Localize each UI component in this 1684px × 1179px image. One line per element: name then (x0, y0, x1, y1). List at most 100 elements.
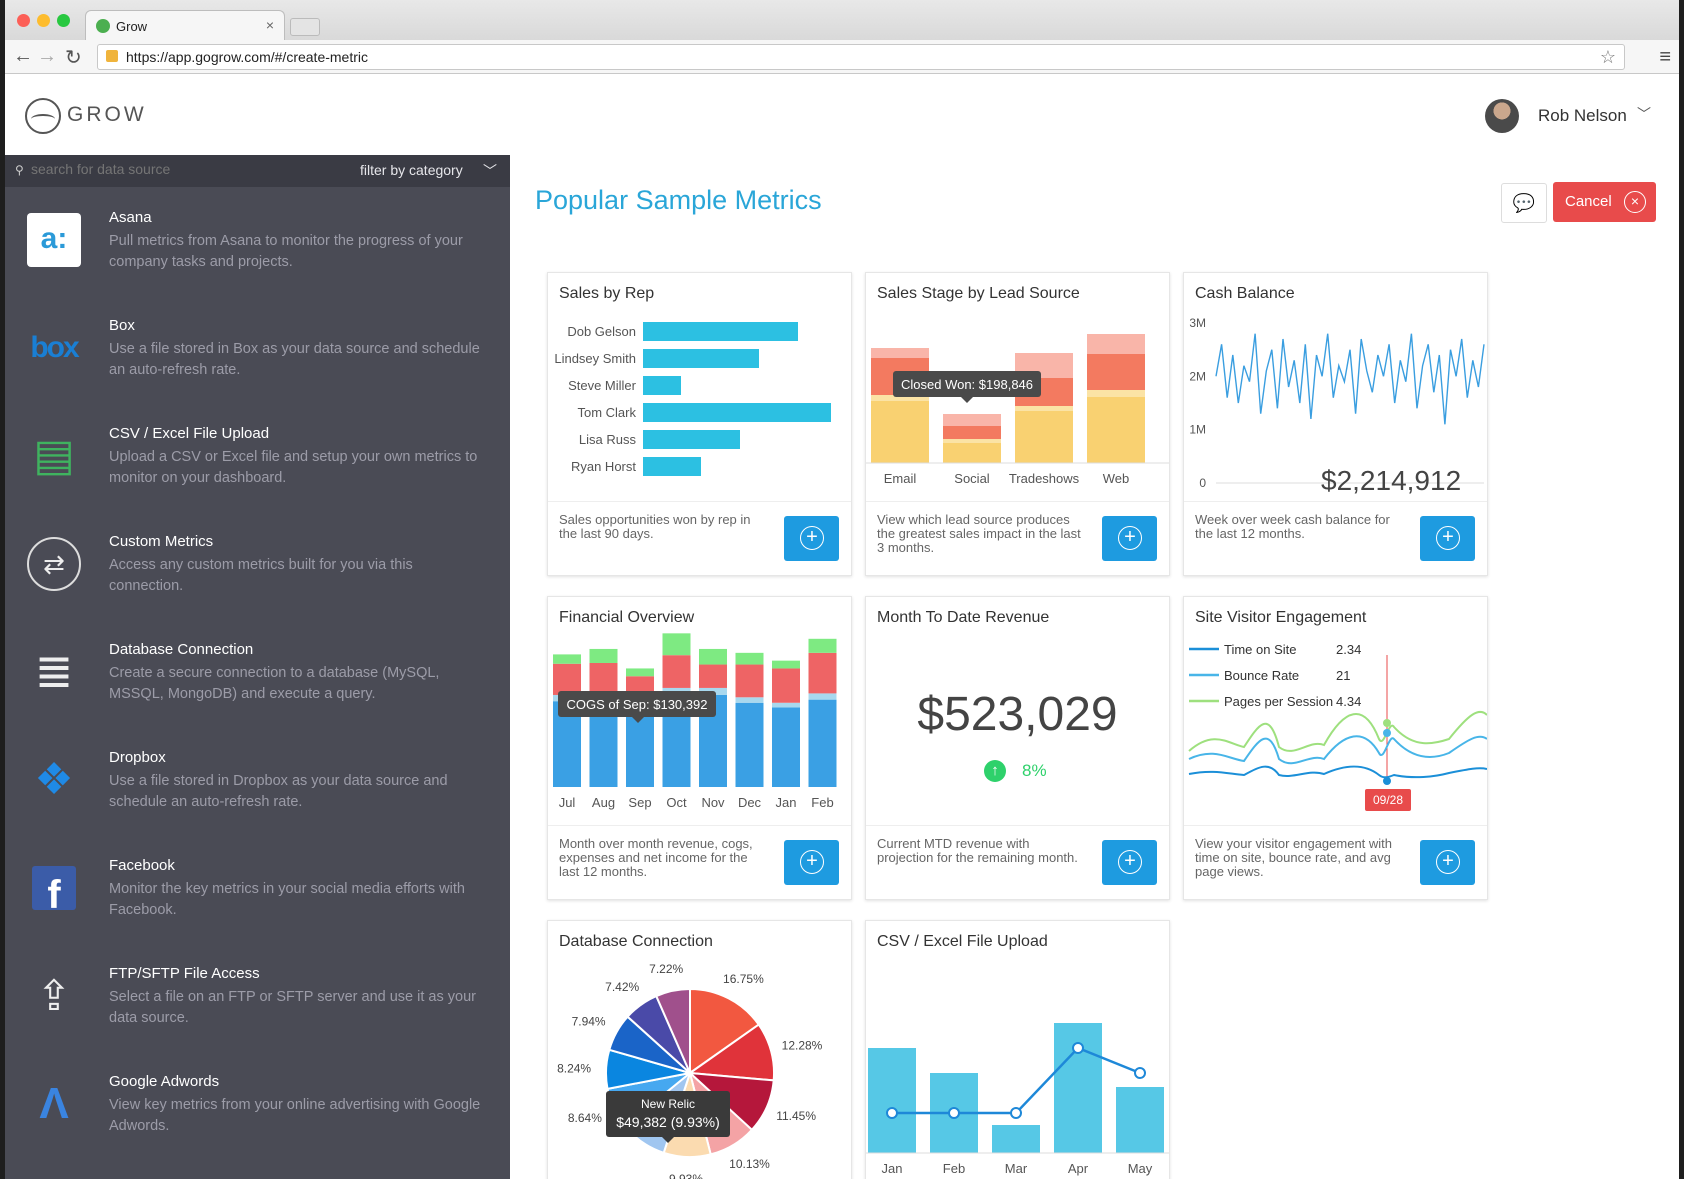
source-item[interactable]: box Box Use a file stored in Box as your d… (5, 295, 510, 403)
metric-card-database[interactable]: Database Connection 16.75% 12.28% 11.45% 10… (547, 920, 852, 1179)
card-divider (866, 501, 1169, 502)
filter-by-category-dropdown[interactable]: filter by category (360, 162, 463, 178)
legend-label: Bounce Rate (1224, 668, 1299, 683)
x-tick-label: Oct (666, 795, 687, 810)
source-item[interactable]: a: Asana Pull metrics from Asana to monito… (5, 187, 510, 295)
y-tick-label: 1M (1189, 423, 1206, 437)
logo-text[interactable]: GROW (67, 103, 147, 126)
search-icon: ⚲ (15, 163, 24, 177)
user-name[interactable]: Rob Nelson (1538, 106, 1627, 125)
source-item[interactable]: ⇪ FTP/SFTP File Access Select a file on an… (5, 943, 510, 1051)
stack-segment (662, 655, 691, 688)
card-title: Database Connection (559, 933, 713, 950)
cash-balance-chart: 0 1M 2M 3M (1189, 316, 1485, 490)
source-item[interactable]: ❖ Dropbox Use a file stored in Dropbox as … (5, 727, 510, 835)
metric-card-sales-by-rep[interactable]: Sales by Rep Dob Gelson Lindsey Smith Stev… (547, 272, 852, 576)
stack-segment (735, 664, 764, 698)
pie-label: 12.28% (782, 1039, 823, 1053)
metric-card-financial-overview[interactable]: Financial Overview Jul Aug Sep Oct Nov Dec Jan… (547, 596, 852, 900)
stack-segment (772, 707, 800, 787)
card-divider (1184, 501, 1487, 502)
stack-segment (699, 648, 727, 665)
source-name: Custom Metrics (109, 533, 214, 550)
grow-logo-icon[interactable] (25, 98, 61, 134)
x-tick-label: Jan (776, 795, 797, 810)
user-menu-chevron-icon[interactable]: ﹀ (1637, 106, 1651, 122)
pie-label: 16.75% (723, 972, 764, 986)
source-name: Asana (109, 209, 152, 226)
search-input[interactable] (31, 161, 331, 177)
add-metric-button[interactable]: + (1420, 840, 1475, 885)
y-tick-label: 0 (1199, 476, 1206, 490)
source-name: Database Connection (109, 641, 254, 658)
metric-card-sales-stage[interactable]: Sales Stage by Lead Source Email Social Tr… (865, 272, 1170, 576)
stack-segment (1015, 411, 1073, 463)
add-metric-button[interactable]: + (1102, 840, 1157, 885)
zoom-window-button[interactable] (57, 14, 70, 27)
time-on-site-line (1188, 765, 1487, 779)
browser-tabstrip: Grow × (5, 0, 1679, 40)
browser-tab[interactable]: Grow × (85, 10, 285, 40)
stack-segment (943, 439, 1001, 443)
add-metric-button[interactable]: + (784, 516, 839, 561)
card-description: Sales opportunities won by rep in the la… (559, 512, 751, 541)
bookmark-star-icon[interactable]: ☆ (1599, 47, 1616, 67)
card-title: Cash Balance (1195, 285, 1295, 302)
stack-segment (1015, 406, 1073, 411)
source-item[interactable]: Λ Google Adwords View key metrics from you… (5, 1051, 510, 1159)
lock-icon (106, 50, 118, 62)
stack-segment (626, 668, 654, 677)
close-tab-icon[interactable]: × (265, 17, 274, 33)
chat-button[interactable]: 💬 (1501, 183, 1547, 223)
stack-segment (871, 348, 929, 358)
metric-card-csv-upload[interactable]: CSV / Excel File Upload Jan Feb Mar Apr May (865, 920, 1170, 1179)
source-item[interactable]: ▤ CSV / Excel File Upload Upload a CSV or … (5, 403, 510, 511)
back-icon[interactable]: ← (13, 45, 33, 67)
source-description: Use a file stored in Box as your data so… (109, 341, 480, 378)
source-description: Create a secure connection to a database… (109, 665, 440, 702)
source-name: Google Adwords (109, 1073, 220, 1090)
url-text: https://app.gogrow.com/#/create-metric (126, 49, 368, 65)
metric-card-cash-balance[interactable]: Cash Balance 0 1M 2M 3M $2,214,912 Week ove… (1183, 272, 1488, 576)
x-tick-label: Jan (882, 1161, 903, 1176)
card-description: View which lead source produces the grea… (877, 512, 1081, 555)
bar (1116, 1087, 1164, 1153)
minimize-window-button[interactable] (37, 14, 50, 27)
trend-point (886, 1107, 898, 1119)
new-tab-button[interactable] (290, 18, 320, 36)
pie-label: 9.93% (669, 1172, 703, 1179)
x-tick-label: Web (1103, 471, 1130, 486)
source-item[interactable]: ⇄ Custom Metrics Access any custom metrics… (5, 511, 510, 619)
metric-card-site-visitor[interactable]: Site Visitor Engagement Time on Site 2.34… (1183, 596, 1488, 900)
pie-label: 7.22% (649, 962, 683, 976)
card-title: Site Visitor Engagement (1195, 609, 1367, 626)
add-metric-button[interactable]: + (1102, 516, 1157, 561)
app-header: GROW Rob Nelson ﹀ (5, 75, 1679, 155)
bar (643, 430, 740, 449)
browser-menu-icon[interactable]: ≡ (1659, 46, 1671, 68)
sales-stage-chart: Email Social Tradeshows Web Closed Won: $198… (866, 334, 1169, 486)
address-bar[interactable]: https://app.gogrow.com/#/create-metric ☆ (97, 44, 1625, 70)
source-description: Upload a CSV or Excel file and setup you… (109, 449, 478, 486)
add-metric-button[interactable]: + (1420, 516, 1475, 561)
cancel-button[interactable]: Cancel × (1553, 182, 1656, 222)
source-item[interactable]: f Facebook Monitor the key metrics in your… (5, 835, 510, 943)
forward-icon[interactable]: → (37, 45, 57, 67)
source-item[interactable]: ≣ Database Connection Create a secure conn… (5, 619, 510, 727)
close-window-button[interactable] (17, 14, 30, 27)
reload-icon[interactable]: ↻ (65, 47, 82, 69)
chevron-down-icon[interactable]: ﹀ (483, 163, 497, 179)
bar-label: Lindsey Smith (554, 351, 636, 366)
stack-segment (808, 699, 837, 787)
stack-segment (699, 664, 727, 688)
user-avatar[interactable] (1485, 99, 1519, 133)
metric-card-mtd-revenue[interactable]: Month To Date Revenue $523,029 ↑ 8% Curr… (865, 596, 1170, 900)
tooltip-box (558, 691, 716, 717)
upload-tray-icon: ⇪ (36, 972, 72, 1019)
add-metric-button[interactable]: + (784, 840, 839, 885)
trend-point (1134, 1067, 1146, 1079)
mtd-change: 8% (1022, 761, 1047, 780)
x-tick-label: Sep (628, 795, 651, 810)
card-description: Week over week cash balance for the last… (1195, 512, 1390, 541)
